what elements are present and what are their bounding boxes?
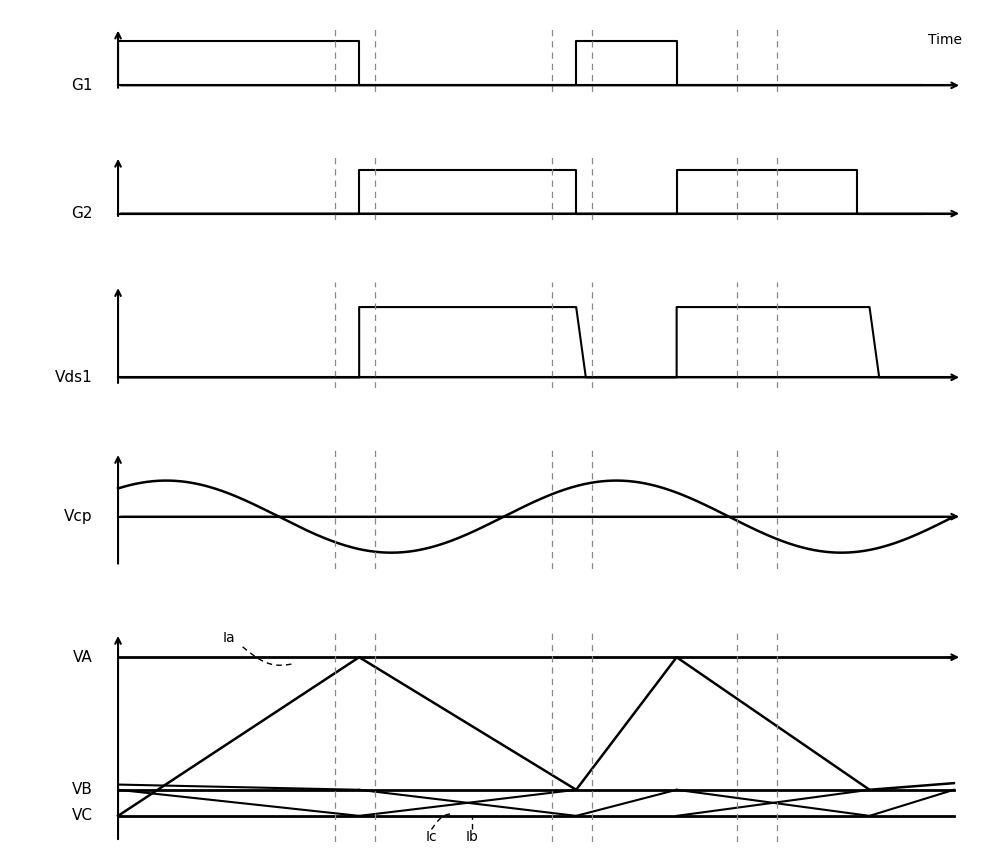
Text: Ic: Ic bbox=[426, 831, 437, 845]
Text: VB: VB bbox=[72, 782, 93, 798]
Text: Ia: Ia bbox=[223, 631, 235, 645]
Text: Vcp: Vcp bbox=[64, 510, 93, 524]
Text: G1: G1 bbox=[71, 78, 93, 93]
Text: Vds1: Vds1 bbox=[55, 370, 93, 385]
Text: VC: VC bbox=[72, 808, 93, 824]
Text: VA: VA bbox=[73, 650, 93, 665]
Text: Time: Time bbox=[928, 33, 962, 47]
Text: Ib: Ib bbox=[465, 831, 478, 845]
Text: G2: G2 bbox=[71, 206, 93, 221]
